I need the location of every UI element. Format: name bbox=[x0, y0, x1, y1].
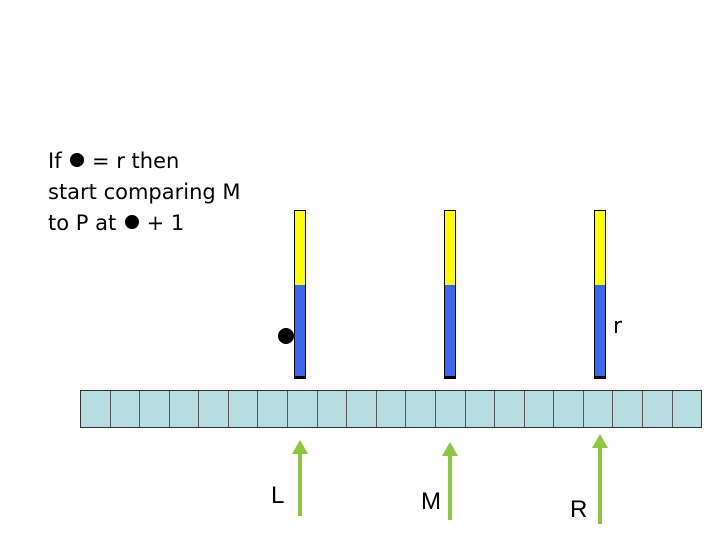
array-cell bbox=[642, 391, 673, 427]
bar-right bbox=[594, 210, 606, 379]
array-cell bbox=[317, 391, 348, 427]
bar-middle-yellow-segment bbox=[445, 211, 455, 285]
arrow-middle-shaft bbox=[448, 456, 452, 520]
array-cell bbox=[169, 391, 200, 427]
caption-to-p: to P at bbox=[48, 211, 117, 235]
array-cell bbox=[376, 391, 407, 427]
arrow-left-shaft bbox=[298, 454, 302, 516]
dot-marker bbox=[278, 328, 294, 344]
bar-left bbox=[294, 210, 306, 379]
bar-right-yellow-segment bbox=[595, 211, 605, 285]
array-cell bbox=[406, 391, 436, 427]
array-cell bbox=[524, 391, 555, 427]
array-cell bbox=[554, 391, 584, 427]
bar-right-blue-segment bbox=[595, 285, 605, 377]
array-cell bbox=[81, 391, 111, 427]
caption-text: If = r then start comparing M to P at + … bbox=[48, 146, 241, 239]
r-label: r bbox=[613, 314, 623, 339]
array-strip bbox=[80, 390, 702, 428]
arrow-middle bbox=[442, 442, 458, 520]
array-cell bbox=[613, 391, 643, 427]
array-cell bbox=[258, 391, 289, 427]
array-cell bbox=[199, 391, 229, 427]
pointer-label-m: M bbox=[421, 488, 441, 515]
caption-equals-r: = r then bbox=[91, 149, 180, 173]
array-cell bbox=[110, 391, 141, 427]
arrow-right-head bbox=[592, 434, 608, 448]
bar-left-blue-segment bbox=[295, 285, 305, 377]
array-cell bbox=[140, 391, 170, 427]
array-cell bbox=[495, 391, 525, 427]
array-cell bbox=[465, 391, 496, 427]
caption-if: If bbox=[48, 149, 62, 173]
pointer-label-l: L bbox=[271, 482, 285, 509]
array-cell bbox=[435, 391, 466, 427]
caption-plus-one: + 1 bbox=[146, 211, 185, 235]
caption-line-3: to P at + 1 bbox=[48, 208, 241, 239]
bar-left-yellow-segment bbox=[295, 211, 305, 285]
array-cell bbox=[583, 391, 614, 427]
arrow-middle-head bbox=[442, 442, 458, 456]
array-cell bbox=[347, 391, 377, 427]
dot-icon bbox=[70, 153, 85, 167]
bar-middle-blue-segment bbox=[445, 285, 455, 377]
arrow-right bbox=[592, 434, 608, 524]
arrow-right-shaft bbox=[598, 448, 602, 524]
caption-line-2: start comparing M bbox=[48, 180, 241, 204]
array-cell bbox=[672, 391, 702, 427]
caption-line-1: If = r then bbox=[48, 146, 241, 177]
pointer-label-r: R bbox=[570, 496, 588, 523]
array-cell bbox=[228, 391, 259, 427]
array-cell bbox=[288, 391, 318, 427]
dot-icon bbox=[124, 215, 139, 229]
bar-middle bbox=[444, 210, 456, 379]
arrow-left-head bbox=[292, 440, 308, 454]
arrow-left bbox=[292, 440, 308, 516]
